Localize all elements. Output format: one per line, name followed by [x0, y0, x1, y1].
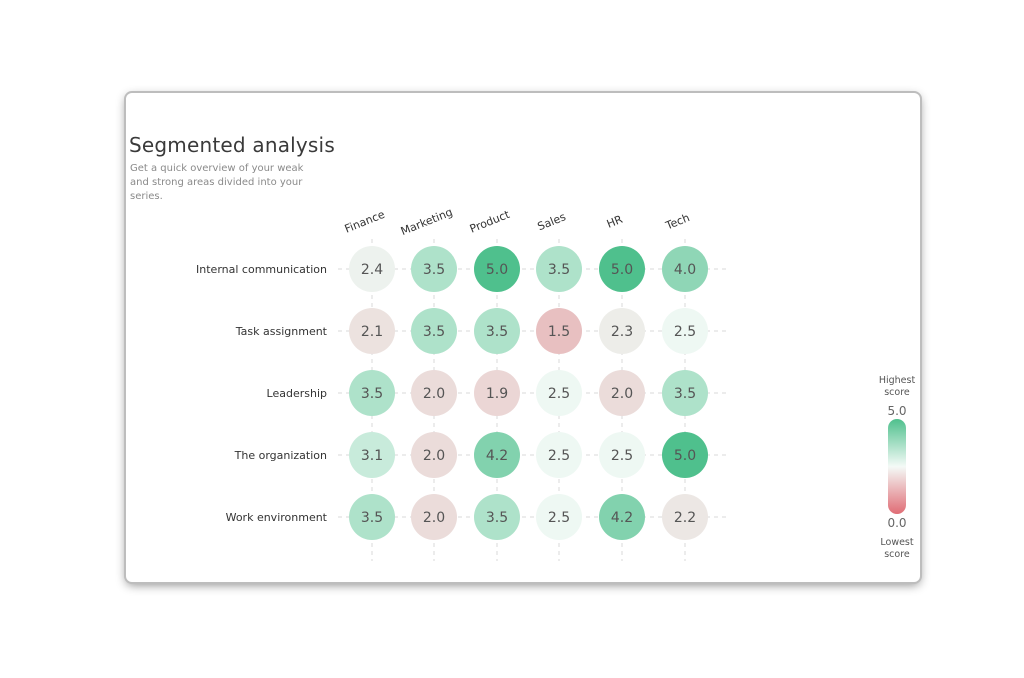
row-labels: Internal communication Task assignment Lea…	[196, 263, 328, 524]
column-labels: Finance Marketing Product Sales HR Tech	[343, 205, 692, 238]
cell-value-label: 2.0	[423, 510, 445, 526]
cell-value-label: 2.2	[674, 510, 696, 526]
legend-bottom-label: Lowest score	[880, 537, 914, 560]
row-label: Leadership	[267, 387, 327, 400]
cell-value-label: 3.5	[361, 386, 383, 402]
heatmap-cell	[536, 246, 582, 292]
heatmap-cell	[349, 494, 395, 540]
cell-value-label: 2.5	[548, 448, 570, 464]
cell-value-label: 3.5	[423, 324, 445, 340]
heatmap-cell	[536, 432, 582, 478]
column-label: Finance	[343, 208, 387, 236]
heatmap-cell	[662, 370, 708, 416]
heatmap-cell	[474, 494, 520, 540]
heatmap-cell	[474, 370, 520, 416]
heatmap-cell	[349, 370, 395, 416]
cell-value-label: 1.9	[486, 386, 508, 402]
cell-value-label: 2.3	[611, 324, 633, 340]
cell-value-label: 5.0	[611, 262, 633, 278]
card-subtitle: Get a quick overview of your weak and st…	[130, 163, 304, 202]
cell-value-label: 3.5	[423, 262, 445, 278]
heatmap-cell	[662, 432, 708, 478]
column-label: Product	[468, 208, 512, 236]
column-label: HR	[605, 213, 625, 231]
row-label: Work environment	[226, 511, 328, 524]
heatmap-cell	[662, 308, 708, 354]
column-label: Sales	[536, 210, 568, 233]
color-legend: Highest score 5.0 0.0 Lowest score	[879, 375, 916, 560]
heatmap-cell	[662, 494, 708, 540]
card-title: Segmented analysis	[129, 133, 335, 157]
cell-value-label: 2.0	[423, 448, 445, 464]
segmented-analysis-card: Segmented analysis Get a quick overview …	[126, 93, 920, 582]
heatmap-cell	[599, 308, 645, 354]
heatmap-cell	[411, 308, 457, 354]
cell-value-label: 3.5	[486, 510, 508, 526]
row-label: Task assignment	[235, 325, 328, 338]
heatmap-cell	[349, 308, 395, 354]
heatmap-cell	[536, 494, 582, 540]
heatmap-cell	[536, 370, 582, 416]
cell-value-label: 3.5	[548, 262, 570, 278]
cell-value-label: 3.5	[361, 510, 383, 526]
heatmap-cell	[411, 432, 457, 478]
heatmap-cell	[599, 246, 645, 292]
heatmap-cell	[662, 246, 708, 292]
legend-bottom-value: 0.0	[887, 516, 906, 530]
column-label: Tech	[663, 211, 692, 233]
cell-value-label: 2.5	[674, 324, 696, 340]
heatmap-cell	[599, 432, 645, 478]
cell-value-label: 3.5	[486, 324, 508, 340]
heatmap-cell	[411, 494, 457, 540]
cell-value-label: 3.1	[361, 448, 383, 464]
cell-value-label: 2.1	[361, 324, 383, 340]
heatmap-cell	[474, 308, 520, 354]
legend-top-value: 5.0	[887, 404, 906, 418]
cell-value-label: 4.2	[486, 448, 508, 464]
heatmap-cell	[474, 246, 520, 292]
cell-value-label: 1.5	[548, 324, 570, 340]
cell-value-label: 5.0	[486, 262, 508, 278]
cell-value-label: 2.4	[361, 262, 383, 278]
cell-value-label: 2.5	[548, 510, 570, 526]
heatmap-chart: Finance Marketing Product Sales HR Tech Inter…	[196, 205, 916, 561]
cell-value-label: 4.0	[674, 262, 696, 278]
legend-top-label: Highest score	[879, 375, 916, 398]
cell-value-label: 3.5	[674, 386, 696, 402]
row-label: The organization	[234, 449, 327, 462]
cell-value-label: 2.5	[611, 448, 633, 464]
row-label: Internal communication	[196, 263, 327, 276]
legend-gradient-bar	[888, 419, 906, 514]
heatmap-cell	[411, 370, 457, 416]
heatmap-cells: 2.4 3.5 5.0 3.5 5.0 4.0 2.1 3.5 3.5 1.5 2.3 2.5 3.5 2…	[349, 246, 708, 540]
cell-value-label: 2.0	[611, 386, 633, 402]
heatmap-cell	[536, 308, 582, 354]
heatmap-cell	[474, 432, 520, 478]
cell-value-label: 2.5	[548, 386, 570, 402]
heatmap-cell	[349, 432, 395, 478]
cell-value-label: 4.2	[611, 510, 633, 526]
heatmap-cell	[411, 246, 457, 292]
cell-value-label: 2.0	[423, 386, 445, 402]
heatmap-cell	[599, 494, 645, 540]
cell-value-label: 5.0	[674, 448, 696, 464]
heatmap-cell	[349, 246, 395, 292]
column-label: Marketing	[399, 205, 455, 238]
heatmap-cell	[599, 370, 645, 416]
